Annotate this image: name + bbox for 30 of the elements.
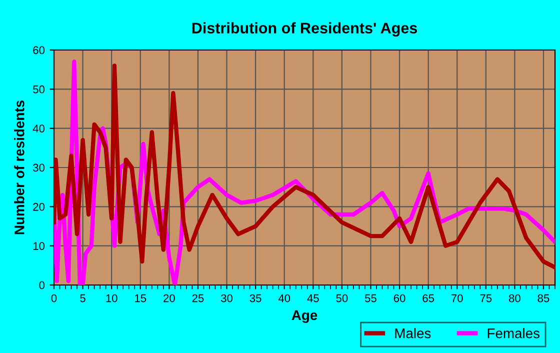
legend-label: Females	[488, 328, 540, 338]
x-tick-label: 20	[164, 294, 175, 302]
y-tick-label: 0	[39, 281, 45, 290]
x-tick-label: 60	[394, 294, 406, 302]
chart-title: Distribution of Residents' Ages	[192, 22, 418, 37]
x-tick-label: 5	[80, 294, 86, 302]
x-tick-label: 40	[278, 294, 290, 302]
x-tick-label: 75	[480, 294, 492, 302]
x-tick-label: 55	[364, 294, 376, 302]
x-tick-label: 35	[250, 294, 262, 302]
x-tick-label: 80	[508, 294, 520, 302]
y-tick-label: 20	[33, 202, 45, 211]
y-axis-title: Number of residents	[14, 100, 24, 234]
x-tick-label: 45	[307, 294, 319, 302]
y-tick-label: 50	[33, 85, 45, 94]
x-axis-title: Age	[292, 310, 318, 323]
x-tick-label: 70	[451, 294, 463, 302]
y-tick-label: 10	[33, 242, 45, 250]
x-tick-label: 85	[538, 294, 550, 302]
y-tick-label: 30	[33, 164, 45, 172]
y-tick-label: 40	[32, 124, 45, 132]
y-tick-label: 60	[33, 46, 45, 54]
x-tick-label: 15	[135, 294, 146, 302]
x-tick-label: 25	[192, 294, 204, 302]
x-tick-label: 30	[221, 294, 233, 302]
x-tick-label: 0	[51, 294, 57, 302]
x-tick-label: 65	[422, 294, 434, 302]
legend-label: Males	[395, 328, 431, 338]
x-tick-label: 50	[336, 294, 348, 302]
x-tick-label: 10	[106, 294, 118, 302]
